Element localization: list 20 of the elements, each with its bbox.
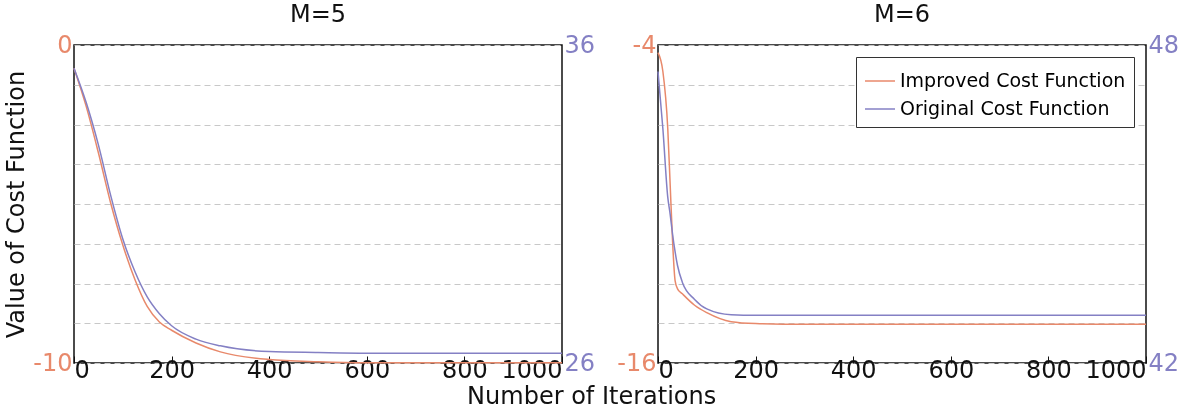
y2-tick-label: 26 <box>564 348 596 377</box>
y-tick-label: -16 <box>617 348 657 377</box>
chart-title: M=6 <box>873 0 931 28</box>
y-tick-label: -10 <box>33 348 73 377</box>
chart-title: M=5 <box>289 0 347 28</box>
y-tick-label: -4 <box>632 30 657 59</box>
x-axis-title: Number of Iterations <box>467 381 717 410</box>
legend-label: Improved Cost Function <box>900 69 1126 91</box>
x-tick-label: 600 <box>928 355 975 384</box>
x-tick-label: 200 <box>733 355 780 384</box>
x-tick-label: 1000 <box>1085 355 1147 384</box>
y2-tick-label: 48 <box>1148 30 1180 59</box>
y-axis-title: Value of Cost Function <box>2 70 31 339</box>
x-tick-label: 800 <box>1025 355 1072 384</box>
y2-tick-label: 36 <box>564 30 596 59</box>
y2-tick-label: 42 <box>1148 348 1180 377</box>
legend-label: Original Cost Function <box>900 97 1110 119</box>
x-tick-label: 200 <box>149 355 196 384</box>
x-tick-label: 400 <box>246 355 293 384</box>
x-tick-label: 400 <box>830 355 877 384</box>
